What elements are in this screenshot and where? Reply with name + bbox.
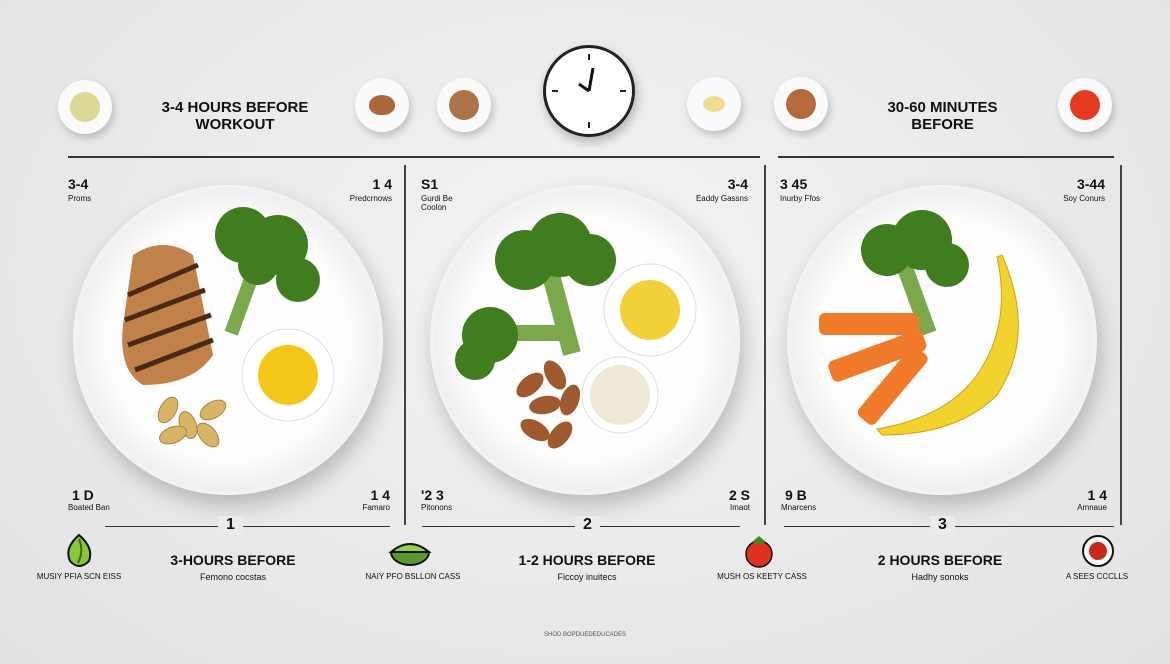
icon-caption: MUSIY PFIA SCN EISS — [36, 572, 122, 581]
step-3: 3 — [930, 516, 955, 534]
stat-num: 9 B — [785, 487, 807, 503]
stat-num: 3 45 — [780, 176, 808, 192]
sauce-bowl-icon — [1080, 534, 1116, 573]
broccoli — [861, 210, 969, 337]
step-subtitle: Ficcoy inuitecs — [557, 572, 617, 582]
stat-label: Gurdi Be Coolon — [421, 194, 453, 212]
step-title: 2 HOURS BEFORE — [877, 552, 1003, 568]
stat-label: Predcrnows — [349, 194, 392, 203]
plate-3 — [787, 185, 1097, 495]
broccoli — [215, 207, 320, 336]
step-subtitle: Femono cocstas — [199, 572, 267, 582]
broccoli — [455, 213, 616, 380]
header-left-title: 3-4 HOURS BEFORE WORKOUT — [161, 99, 309, 133]
clock-icon — [543, 45, 635, 137]
grilled-chicken — [122, 245, 214, 385]
step-title: 1-2 HOURS BEFORE — [518, 552, 656, 568]
carrots — [819, 313, 928, 425]
bowl-nuts — [774, 77, 828, 131]
bowl-almonds — [437, 78, 491, 132]
stat-label: Soy Conurs — [1063, 194, 1105, 203]
lime-icon — [388, 538, 432, 573]
step-2: 2 — [575, 516, 600, 534]
stat-label: Amnaue — [1077, 503, 1107, 512]
stat-label: Boated Ban — [68, 503, 110, 512]
bowl-sauce — [687, 77, 741, 131]
stat-num: 3-4 — [727, 176, 748, 192]
leaf-icon — [64, 533, 94, 574]
tomato-icon — [744, 532, 774, 575]
stat-label: Proms — [68, 194, 92, 203]
plate-1 — [73, 185, 383, 495]
stat-label: Imaot — [729, 503, 750, 512]
footer-text: SHOD BOPDUEDEDUCADES — [543, 632, 626, 638]
header-right-title: 30-60 MINUTES BEFORE — [887, 99, 998, 133]
stat-label: Inurby Ffos — [780, 194, 821, 203]
icon-caption: NAIY PFO BSLLON CASS — [365, 572, 461, 581]
stat-label: Pitonons — [421, 503, 453, 512]
step-subtitle: Hadhy sonoks — [911, 572, 969, 582]
stat-num: 1 D — [72, 487, 94, 503]
icon-caption: A SEES CCCLLS — [1065, 572, 1129, 581]
stat-num: '2 3 — [421, 487, 444, 503]
stat-num: 1 4 — [372, 176, 392, 192]
stat-num: 1 4 — [370, 487, 390, 503]
plate-2 — [430, 185, 740, 495]
step-1: 1 — [218, 516, 243, 534]
stat-num: 2 S — [728, 487, 750, 503]
stat-label: Mnarcens — [781, 503, 817, 512]
step-title: 3-HOURS BEFORE — [170, 552, 296, 568]
stat-num: 3-44 — [1076, 176, 1105, 192]
banana — [876, 254, 1019, 436]
bowl-rice — [58, 80, 112, 134]
stat-label: Famaro — [362, 503, 390, 512]
icon-caption: MUSH OS KEETY CASS — [717, 572, 807, 581]
bowl-almond — [355, 78, 409, 132]
stat-num: S1 — [421, 176, 439, 192]
stat-num: 3-4 — [68, 176, 89, 192]
stat-label: Eaddy Gassns — [695, 194, 748, 203]
stat-num: 1 4 — [1087, 487, 1107, 503]
bowl-red-sauce — [1058, 78, 1112, 132]
